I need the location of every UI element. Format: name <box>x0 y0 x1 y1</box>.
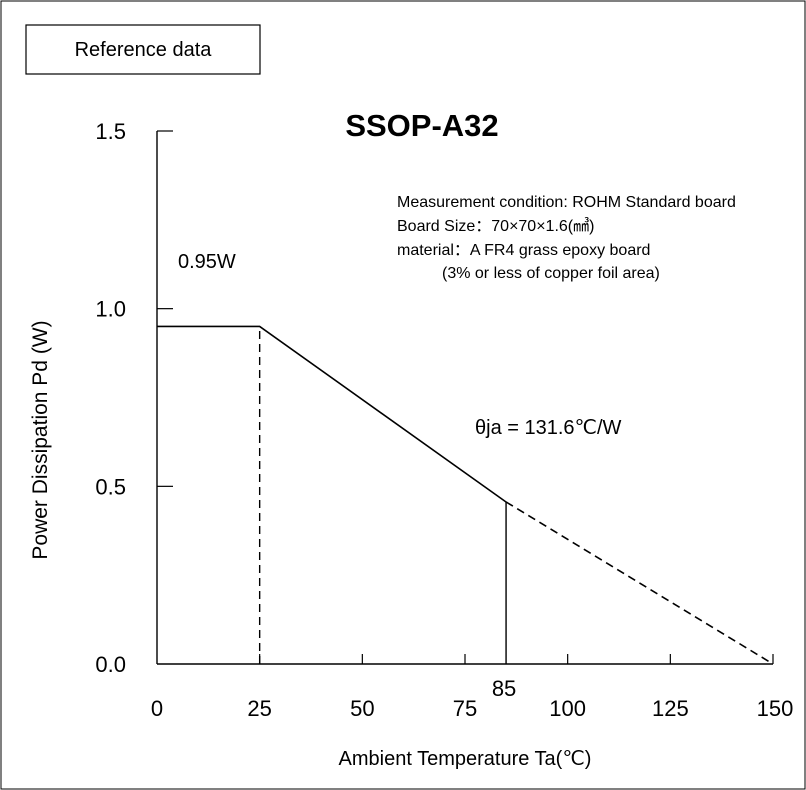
y-tick-label-1.5: 1.5 <box>95 119 126 144</box>
thermal-resistance-label: θja = 131.6℃/W <box>475 417 622 439</box>
x-extra-label: 85 <box>492 676 516 701</box>
copper-foil-note: (3% or less of copper foil area) <box>442 265 660 282</box>
x-axis-label: Ambient Temperature Ta(℃) <box>339 748 592 770</box>
y-tick-label-0.5: 0.5 <box>95 474 126 499</box>
derating-line-dashed <box>505 501 774 665</box>
reference-box <box>25 24 261 75</box>
derating-line-solid <box>157 325 507 503</box>
board-material: material：A FR4 grass epoxy board <box>397 242 650 259</box>
reference-label: Reference data <box>75 39 213 61</box>
x-tick-label-50: 50 <box>350 696 374 721</box>
x-tick-label-150: 150 <box>757 696 794 721</box>
x-tick-label-75: 75 <box>453 696 477 721</box>
x-tick-label-100: 100 <box>549 696 586 721</box>
x-tick-label-125: 125 <box>652 696 689 721</box>
y-tick-label-1.0: 1.0 <box>95 297 126 322</box>
rated-power-label: 0.95W <box>178 251 236 273</box>
chart-title: SSOP-A32 <box>345 108 498 143</box>
board-size: Board Size：70×70×1.6(㎣) <box>397 217 594 235</box>
x-tick-label-0: 0 <box>151 696 163 721</box>
x-tick-label-25: 25 <box>247 696 271 721</box>
y-axis-label: Power Dissipation Pd (W) <box>29 320 52 559</box>
y-tick-label-0.0: 0.0 <box>95 652 126 677</box>
measurement-condition: Measurement condition: ROHM Standard boa… <box>397 194 736 211</box>
